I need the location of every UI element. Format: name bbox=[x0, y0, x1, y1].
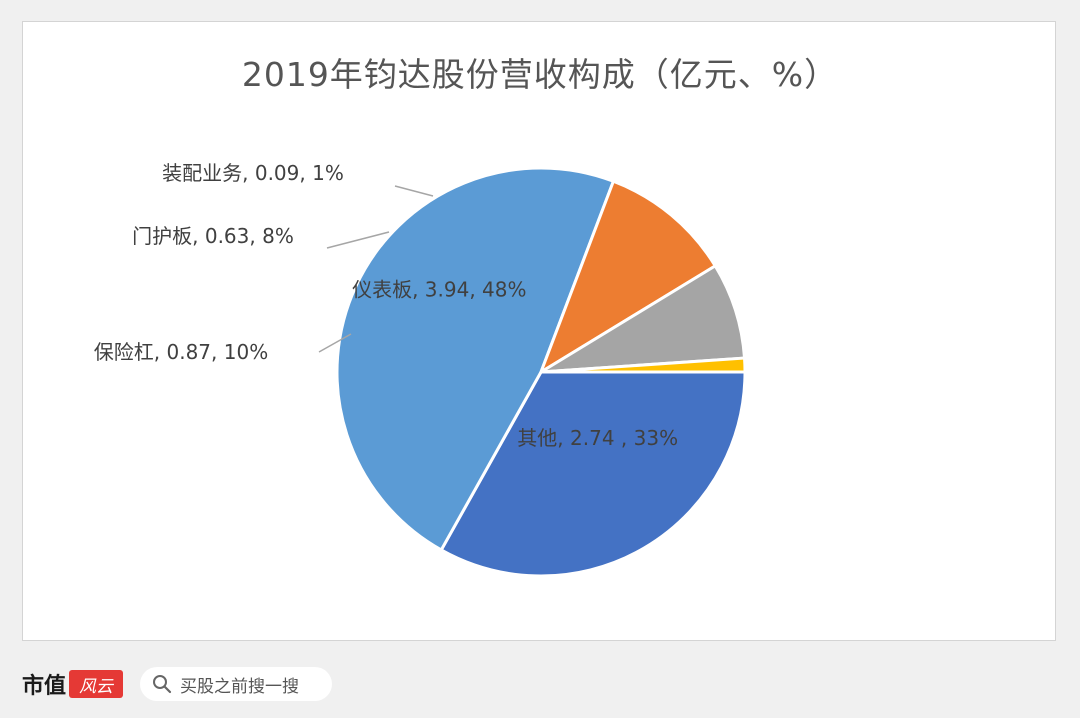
chart-card: 2019年钧达股份营收构成（亿元、%） 其他, 2.74 , 33% 仪表板, 3… bbox=[22, 21, 1056, 641]
pie-slice-3 bbox=[538, 179, 718, 376]
pie-slice-1 bbox=[439, 370, 747, 578]
search-box[interactable]: 买股之前搜一搜 bbox=[140, 667, 332, 701]
search-icon bbox=[153, 675, 172, 694]
pie-slice-2 bbox=[335, 166, 616, 552]
pie-slice-5 bbox=[540, 356, 747, 374]
search-text: 买股之前搜一搜 bbox=[180, 676, 299, 697]
brand-logo[interactable]: 市值 风云 bbox=[22, 667, 124, 701]
leader-line-5 bbox=[394, 185, 434, 197]
slice-label-4: 门护板, 0.63, 8% bbox=[132, 224, 294, 248]
slice-label-2: 仪表板, 3.94, 48% bbox=[352, 278, 526, 302]
chart-title: 2019年钧达股份营收构成（亿元、%） bbox=[241, 55, 839, 94]
footer-bar: 市值 风云 买股之前搜一搜 bbox=[0, 655, 1080, 718]
leader-line-4 bbox=[326, 231, 390, 249]
pie-slice-4 bbox=[540, 263, 747, 374]
pie-chart: 其他, 2.74 , 33% 仪表板, 3.94, 48% 保险杠, 0.87, 1… bbox=[94, 161, 747, 578]
slice-label-1: 其他, 2.74 , 33% bbox=[517, 426, 678, 450]
slice-label-5: 装配业务, 0.09, 1% bbox=[162, 161, 344, 185]
slice-label-3: 保险杠, 0.87, 10% bbox=[94, 340, 268, 364]
brand-seal: 风云 bbox=[69, 670, 124, 698]
brand-text: 市值 bbox=[22, 673, 67, 699]
leader-line-3 bbox=[318, 333, 352, 353]
